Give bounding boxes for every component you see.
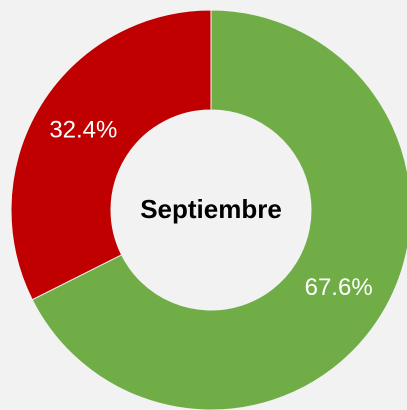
data-label: 67.6% <box>305 274 373 301</box>
center-label: Septiembre <box>140 194 282 224</box>
donut-slice <box>10 9 212 301</box>
data-label: 32.4% <box>49 117 117 144</box>
donut-slice <box>31 9 407 410</box>
